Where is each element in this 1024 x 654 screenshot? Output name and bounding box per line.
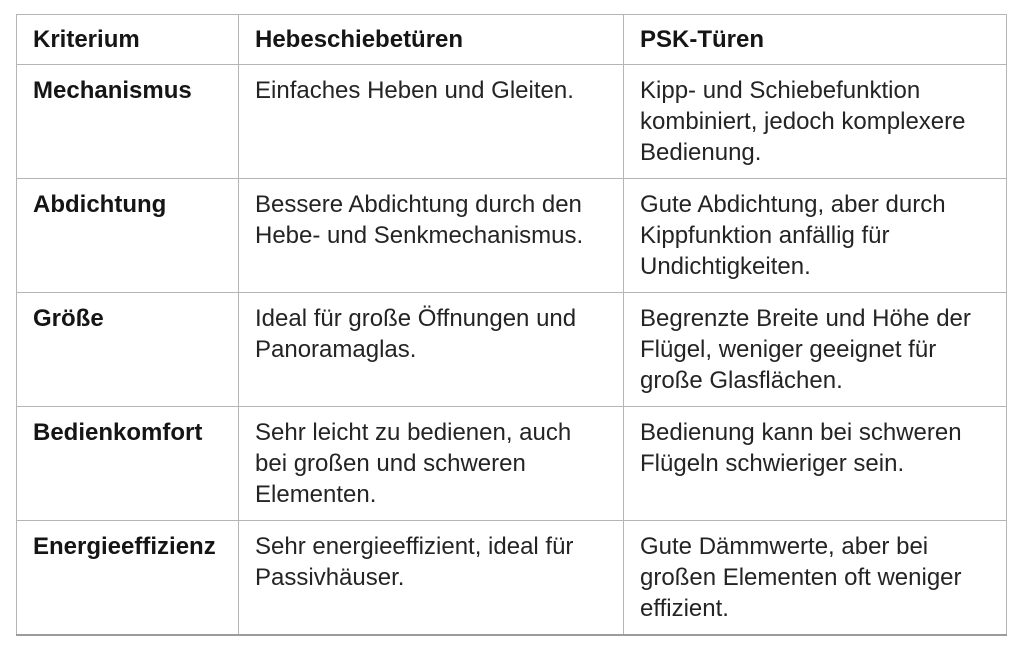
cell-hebeschiebetueren: Ideal für große Öffnungen und Panoramagl…: [238, 292, 624, 407]
cell-hebeschiebetueren: Sehr leicht zu bedienen, auch bei großen…: [238, 406, 624, 521]
column-header-hebeschiebetueren: Hebeschiebetüren: [238, 14, 624, 65]
table-row-bedienkomfort: Bedienkomfort Sehr leicht zu bedienen, a…: [16, 406, 1007, 521]
comparison-table: Kriterium Hebeschiebetüren PSK-Türen Mec…: [16, 14, 1007, 636]
cell-kriterium: Bedienkomfort: [16, 406, 239, 521]
table-row-energieeffizienz: Energieeffizienz Sehr energieeffizient, …: [16, 520, 1007, 636]
table-row-mechanismus: Mechanismus Einfaches Heben und Gleiten.…: [16, 64, 1007, 179]
cell-hebeschiebetueren: Einfaches Heben und Gleiten.: [238, 64, 624, 179]
cell-psk-tueren: Kipp- und Schiebefunktion kombiniert, je…: [623, 64, 1007, 179]
cell-psk-tueren: Bedienung kann bei schweren Flügeln schw…: [623, 406, 1007, 521]
cell-kriterium: Abdichtung: [16, 178, 239, 293]
table-row-groesse: Größe Ideal für große Öffnungen und Pano…: [16, 292, 1007, 407]
cell-kriterium: Größe: [16, 292, 239, 407]
table-row-abdichtung: Abdichtung Bessere Abdichtung durch den …: [16, 178, 1007, 293]
cell-hebeschiebetueren: Bessere Abdichtung durch den Hebe- und S…: [238, 178, 624, 293]
table-header-row: Kriterium Hebeschiebetüren PSK-Türen: [16, 14, 1007, 65]
cell-psk-tueren: Gute Abdichtung, aber durch Kippfunktion…: [623, 178, 1007, 293]
column-header-psk-tueren: PSK-Türen: [623, 14, 1007, 65]
column-header-kriterium: Kriterium: [16, 14, 239, 65]
cell-hebeschiebetueren: Sehr energieeffizient, ideal für Passivh…: [238, 520, 624, 636]
cell-psk-tueren: Gute Dämmwerte, aber bei großen Elemente…: [623, 520, 1007, 636]
cell-kriterium: Energieeffizienz: [16, 520, 239, 636]
cell-psk-tueren: Begrenzte Breite und Höhe der Flügel, we…: [623, 292, 1007, 407]
cell-kriterium: Mechanismus: [16, 64, 239, 179]
